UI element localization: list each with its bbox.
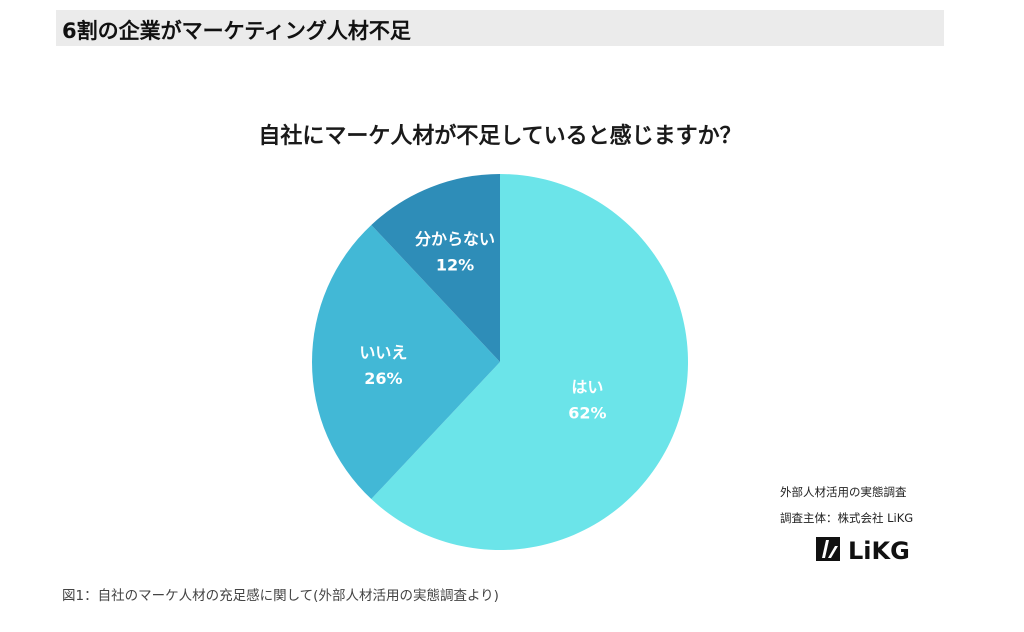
pie-slice-3 xyxy=(371,174,500,362)
heading-bar: 6割の企業がマーケティング人材不足 xyxy=(56,10,944,46)
slice-label-3: 分からない xyxy=(415,229,495,248)
pie-slice-1 xyxy=(371,174,688,550)
slice-value-2: 26% xyxy=(364,369,402,388)
logo-wordmark: LiKG xyxy=(848,537,910,564)
pie-slices xyxy=(312,174,688,550)
source-note: 外部人材活用の実態調査 調査主体：株式会社 LiKG xyxy=(780,484,913,526)
slice-value-1: 62% xyxy=(568,404,606,423)
source-sponsor: 調査主体：株式会社 LiKG xyxy=(780,511,914,525)
pie-slice-2 xyxy=(312,224,500,500)
figure-caption: 図1：自社のマーケ人材の充足感に関して(外部人材活用の実態調査より) xyxy=(62,588,499,604)
page-heading: 6割の企業がマーケティング人材不足 xyxy=(62,19,411,43)
likg-logo: LiKG xyxy=(816,537,910,564)
source-survey-name: 外部人材活用の実態調査 xyxy=(780,485,907,499)
pie-labels: はい 62% いいえ 26% 分からない 12% xyxy=(359,229,606,422)
chart-title: 自社にマーケ人材が不足していると感じますか？ xyxy=(258,123,741,149)
slice-value-3: 12% xyxy=(436,255,474,274)
slice-label-2: いいえ xyxy=(359,343,407,362)
slice-label-1: はい xyxy=(571,378,603,397)
